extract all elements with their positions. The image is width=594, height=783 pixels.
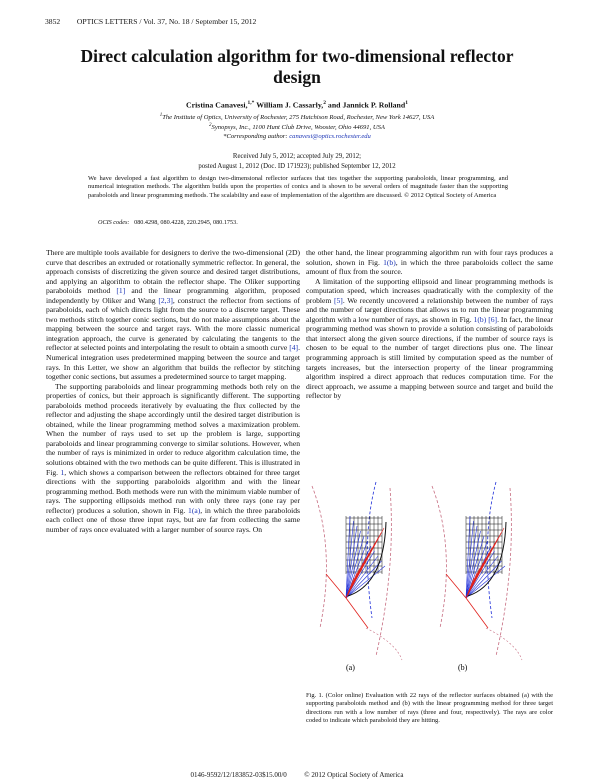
ray-line [345, 527, 385, 599]
ray-line [465, 530, 481, 599]
dashed-paraboloid-curve [486, 481, 497, 619]
ocis-codes: OCIS codes: 080.4298, 080.4228, 220.2945… [98, 219, 238, 226]
ray-line [465, 525, 478, 599]
ray-line [345, 520, 354, 599]
reference-link[interactable]: [2,3] [158, 295, 173, 305]
running-header: 3852 OPTICS LETTERS / Vol. 37, No. 18 / … [45, 17, 549, 26]
ray-line [465, 535, 485, 599]
figure-caption: Fig. 1. (Color online) Evaluation with 2… [306, 692, 553, 724]
reference-link[interactable]: [4] [289, 343, 299, 353]
author-affiliation-mark: 2 [323, 100, 326, 106]
affiliation-text: Synopsys, Inc., 1100 Hunt Club Drive, Wo… [211, 124, 385, 132]
ray-line [465, 597, 489, 629]
paragraph: The supporting paraboloids and linear pr… [46, 381, 300, 534]
corresponding-label: *Corresponding author: [223, 133, 290, 140]
author-list: Cristina Canavesi,1,* William J. Cassarl… [40, 100, 554, 110]
author-affiliation-mark: 1 [405, 100, 408, 106]
author-name: and Jannick P. Rolland [325, 100, 406, 110]
dashed-paraboloid-curve [311, 485, 327, 629]
author-affiliation-mark: 1,* [247, 100, 255, 106]
author-name: William J. Cassarly, [254, 100, 324, 110]
page-footer: 0146-9592/12/183852-03$15.00/0 © 2012 Op… [190, 771, 404, 779]
ray-line [465, 550, 495, 599]
page-number: 3852 [45, 17, 61, 26]
affiliation-2: 2Synopsys, Inc., 1100 Hunt Club Drive, W… [40, 123, 554, 131]
ray-line [465, 515, 471, 599]
right-column: the other hand, the linear programming a… [306, 248, 553, 401]
dashed-paraboloid-curve [485, 627, 523, 661]
dashed-paraboloid-curve [495, 487, 512, 657]
dashed-paraboloid-curve [365, 627, 403, 661]
figure-link[interactable]: 1(b) [383, 257, 396, 267]
ray-line [465, 527, 505, 599]
affiliation-mark: 2 [209, 123, 212, 128]
panel-b-reflector-plot [431, 481, 523, 661]
ray-line [345, 535, 365, 599]
ray-line [445, 573, 467, 599]
paragraph: A limitation of the supporting ellipsoid… [306, 276, 553, 401]
ray-line [465, 565, 506, 599]
corresponding-email-link[interactable]: canavesi@optics.rochester.edu [289, 133, 371, 140]
ray-line [345, 555, 379, 599]
ray-line [465, 560, 502, 599]
dashed-paraboloid-curve [366, 481, 377, 619]
received-line: Received July 5, 2012; accepted July 29,… [232, 153, 362, 160]
figure-link[interactable]: 1 [60, 467, 65, 477]
affiliation-1: 1The Institute of Optics, University of … [40, 113, 554, 121]
posted-line: posted August 1, 2012 (Doc. ID 171923); … [198, 162, 396, 170]
panel-b-label: (b) [458, 663, 468, 672]
reference-link[interactable]: [1] [116, 286, 126, 296]
affiliation-mark: 1 [159, 113, 163, 118]
ray-line [345, 565, 386, 599]
affiliation-text: The Institute of Optics, University of R… [162, 114, 435, 122]
ray-line [325, 573, 347, 599]
figure-1: (a) (b) [306, 478, 553, 678]
ray-line [345, 550, 375, 599]
ocis-label: OCIS codes: [98, 219, 130, 226]
dashed-paraboloid-curve [375, 487, 392, 657]
paper-title: Direct calculation algorithm for two-dim… [80, 46, 514, 87]
panel-a-label: (a) [346, 663, 355, 672]
panel-a-reflector-plot [311, 481, 403, 661]
ray-line [345, 530, 361, 599]
received-dates: Received July 5, 2012; accepted July 29,… [40, 152, 554, 171]
reference-link[interactable]: [6] [488, 314, 498, 324]
paragraph: There are multiple tools available for d… [46, 248, 300, 382]
left-column: There are multiple tools available for d… [46, 248, 300, 534]
journal-citation: OPTICS LETTERS / Vol. 37, No. 18 / Septe… [76, 17, 257, 26]
corresponding-author: *Corresponding author: canavesi@optics.r… [40, 133, 554, 140]
ocis-values: 080.4298, 080.4228, 220.2945, 080.1753. [134, 219, 238, 226]
reference-link[interactable]: [5] [333, 295, 343, 305]
reflector-curve [467, 521, 507, 597]
figure-1-graphic: (a) (b) [311, 481, 523, 672]
paragraph: the other hand, the linear programming a… [306, 248, 553, 277]
ray-line [345, 515, 351, 599]
ray-line [465, 555, 499, 599]
ray-line [465, 520, 474, 599]
figure-link[interactable]: 1(b) [473, 314, 487, 324]
author-name: Cristina Canavesi, [186, 100, 248, 110]
ray-line [345, 597, 369, 629]
reflector-curve [347, 521, 387, 597]
figure-link[interactable]: 1(a) [188, 505, 201, 515]
ray-line [345, 560, 382, 599]
dashed-paraboloid-curve [431, 485, 447, 629]
abstract: We have developed a fast algorithm to de… [88, 175, 508, 199]
ray-line [345, 525, 358, 599]
